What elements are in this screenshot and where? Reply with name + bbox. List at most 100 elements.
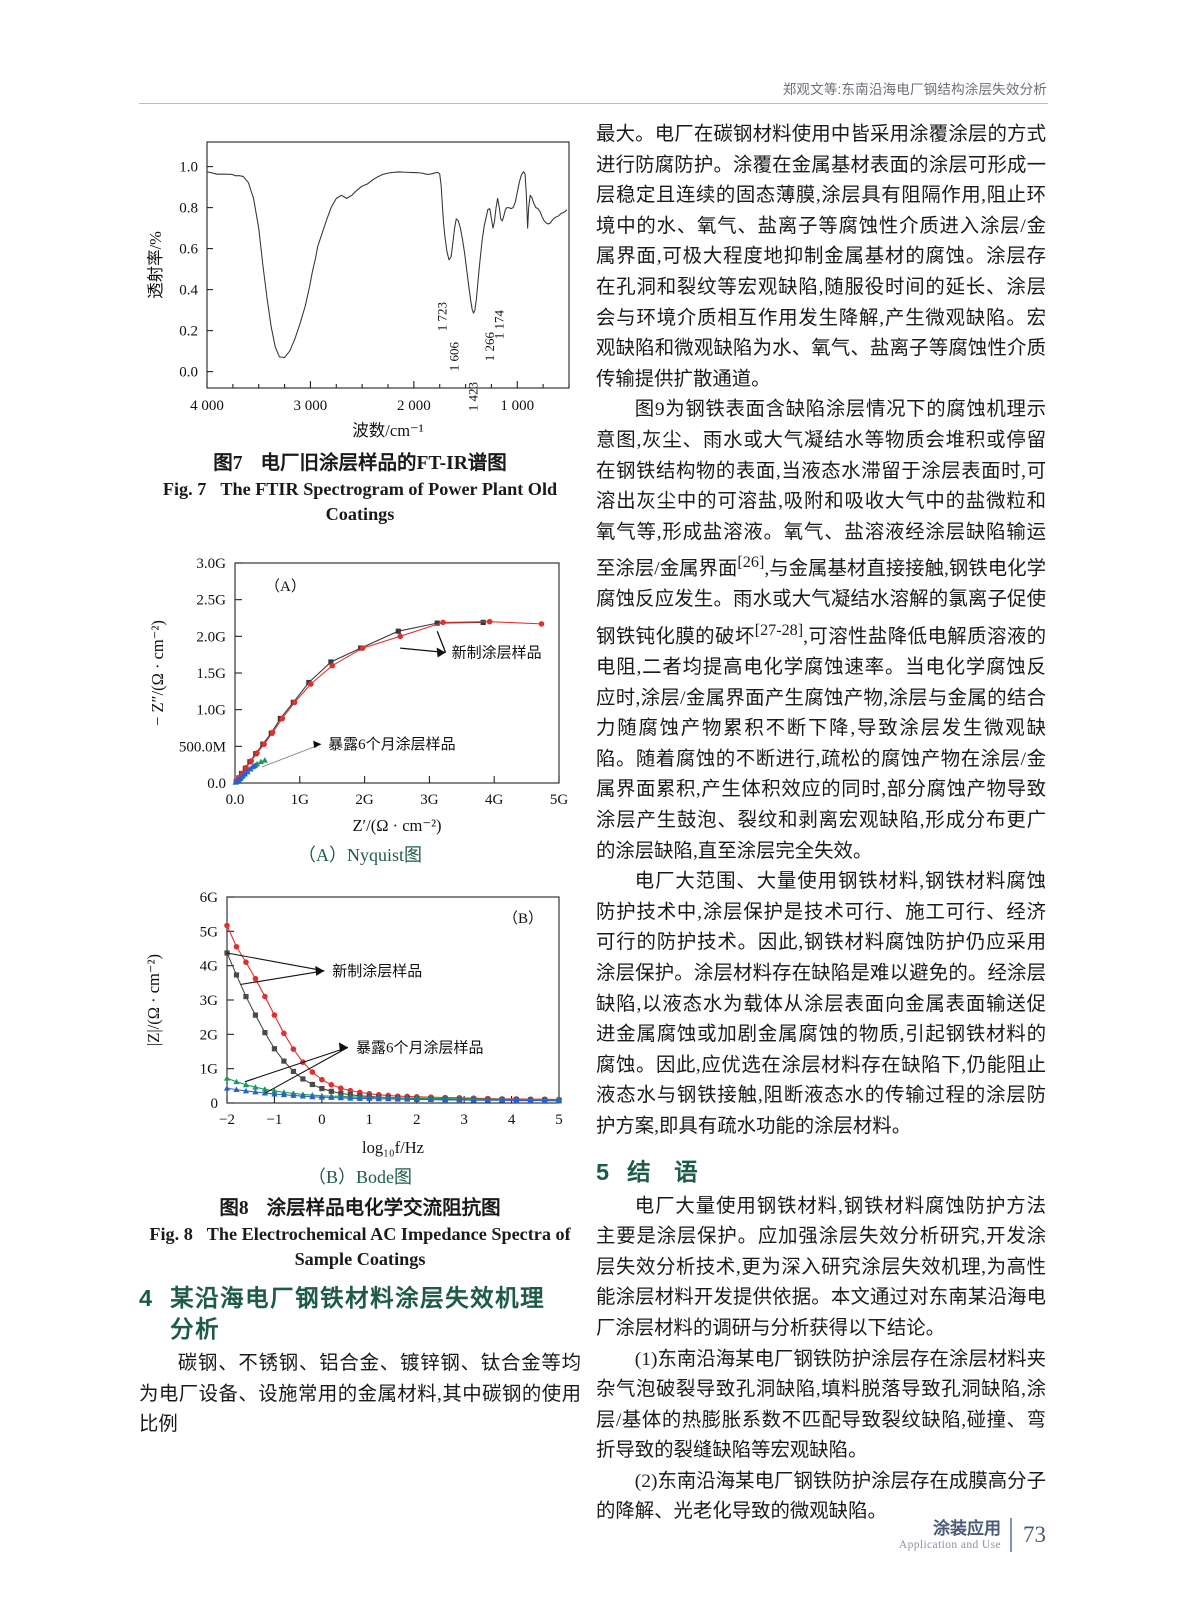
svg-text:透射率/%: 透射率/% [146,231,165,299]
header-rule [139,103,1048,104]
page-number: 73 [1023,1522,1046,1547]
svg-text:3: 3 [460,1112,468,1128]
svg-text:1 606: 1 606 [447,342,462,372]
svg-text:4G: 4G [200,959,219,975]
svg-text:log₁₀f/Hz: log₁₀f/Hz [362,1138,424,1157]
running-head: 郑观文等:东南沿海电厂钢结构涂层失效分析 [782,82,1047,97]
svg-text:1G: 1G [200,1062,219,1078]
svg-text:波数/cm⁻¹: 波数/cm⁻¹ [352,421,423,440]
svg-text:3G: 3G [200,993,219,1009]
fig7-caption-en-text: The FTIR Spectrogram of Power Plant Old [220,479,558,499]
svg-text:0.0: 0.0 [179,365,198,381]
right-paragraph-5: (1)东南沿海某电厂钢铁防护涂层存在涂层材料夹杂气泡破裂导致孔洞缺陷,填料脱落导… [596,1348,1046,1462]
svg-text:500.0M: 500.0M [179,739,226,755]
left-column: 0.0 0.2 0.4 0.6 0.8 1.0 4 000 3 000 2 000 1 000 1 … [139,120,581,1441]
citation-26: [26] [737,554,765,572]
svg-text:5: 5 [555,1112,563,1128]
fig8-caption-en: Fig. 8 The Electrochemical AC Impedance S… [139,1222,581,1247]
svg-text:4G: 4G [485,792,504,808]
svg-text:0: 0 [211,1096,219,1112]
svg-text:4: 4 [508,1112,516,1128]
svg-text:新制涂层样品: 新制涂层样品 [452,644,542,661]
svg-text:0.6: 0.6 [179,242,198,258]
section-5-heading: 5 结 语 [596,1157,1046,1188]
right-paragraph-4: 电厂大量使用钢铁材料,钢铁材料腐蚀防护方法主要是涂层保护。应加强涂层失效分析研究… [596,1195,1046,1339]
bode-chart: 0 1G 2G 3G 4G 5G 6G −2 −1 0 1 2 3 4 5 （B） 新制涂层样品暴露6个月涂层样… [144,890,563,1157]
fig7-caption-en-num: Fig. 7 [162,479,207,499]
svg-text:（B）: （B） [503,910,543,927]
svg-text:0.4: 0.4 [179,283,198,299]
fig7-caption-cn-text: 电厂旧涂层样品的FT-IR谱图 [260,453,507,474]
svg-text:暴露6个月涂层样品: 暴露6个月涂层样品 [356,1039,484,1056]
svg-text:新制涂层样品: 新制涂层样品 [332,963,422,980]
svg-text:0.0: 0.0 [207,776,226,792]
page-footer: 涂装应用 Application and Use 73 [0,1518,1187,1552]
svg-text:2G: 2G [200,1027,219,1043]
para2-part-c: ,可溶性盐降低电解质溶液的电阻,二者均提高电化学腐蚀速率。当电化学腐蚀反应时,涂… [596,626,1047,862]
svg-text:−2: −2 [219,1112,235,1128]
right-paragraph-2: 图9为钢铁表面含缺陷涂层情况下的腐蚀机理示意图,灰尘、雨水或大气凝结水等物质会堆… [596,395,1046,867]
fig8-caption-cn-num: 图8 [219,1198,249,1219]
footer-section-cn: 涂装应用 [933,1519,1001,1538]
para2-part-a: 图9为钢铁表面含缺陷涂层情况下的腐蚀机理示意图,灰尘、雨水或大气凝结水等物质会堆… [596,399,1046,580]
svg-text:1 266: 1 266 [482,332,497,362]
section-5-number: 5 [596,1158,610,1185]
svg-text:2G: 2G [355,792,374,808]
svg-text:Z′/(Ω · cm⁻²): Z′/(Ω · cm⁻²) [352,816,441,835]
svg-text:1: 1 [366,1112,374,1128]
section-4-title-line1: 某沿海电厂钢铁材料涂层失效机理 [170,1285,546,1311]
svg-text:0.2: 0.2 [179,324,198,340]
fig7-caption-cn-num: 图7 [213,453,243,474]
fig8-caption-en-line2: Sample Coatings [294,1249,426,1269]
svg-text:3G: 3G [420,792,439,808]
figure-8a: 0.0 500.0M 1.0G 1.5G 2.0G 2.5G 3.0G 1G 2G 3G 4G 5G 0… [139,549,581,867]
svg-text:− Z″/(Ω · cm⁻²): − Z″/(Ω · cm⁻²) [148,620,167,726]
svg-text:2.0G: 2.0G [196,629,226,645]
svg-text:1.5G: 1.5G [196,666,226,682]
svg-text:（A）: （A） [265,578,306,595]
svg-text:暴露6个月涂层样品: 暴露6个月涂层样品 [328,736,456,753]
svg-text:1 423: 1 423 [466,382,481,411]
right-paragraph-3: 电厂大范围、大量使用钢铁材料,钢铁材料腐蚀防护技术中,涂层保护是技术可行、施工可… [596,871,1046,1137]
figure-8b: 0 1G 2G 3G 4G 5G 6G −2 −1 0 1 2 3 4 5 （B） 新制涂层样品 暴露6个月涂层样… [139,881,581,1272]
footer-section-en: Application and Use [898,1539,1001,1551]
svg-text:0: 0 [318,1112,326,1128]
svg-text:3 000: 3 000 [294,398,328,414]
svg-text:2: 2 [413,1112,421,1128]
svg-text:4 000: 4 000 [190,398,224,414]
fig8-caption-cn: 图8 涂层样品电化学交流阻抗图 [139,1195,581,1222]
section-4-heading: 4 某沿海电厂钢铁材料涂层失效机理 分析 [139,1283,581,1345]
figure-7: 0.0 0.2 0.4 0.6 0.8 1.0 4 000 3 000 2 000 1 000 1 … [139,120,581,527]
svg-text:6G: 6G [200,890,219,906]
svg-text:1.0G: 1.0G [196,703,226,719]
fig8-subcaption-b: （B）Bode图 [307,1167,412,1187]
svg-text:−1: −1 [266,1112,282,1128]
right-paragraph-6: (2)东南沿海某电厂钢铁防护涂层存在成膜高分子的降解、光老化导致的微观缺陷。 [596,1470,1046,1523]
svg-text:0.8: 0.8 [179,201,198,217]
fig8-caption-en-num: Fig. 8 [149,1224,193,1244]
fig7-caption-en: Fig. 7 The FTIR Spectrogram of Power Plan… [139,477,581,502]
svg-text:2.5G: 2.5G [196,593,226,609]
svg-text:1 174: 1 174 [491,310,506,340]
left-paragraph-1: 碳钢、不锈钢、铝合金、镀锌钢、钛合金等均为电厂设备、设施常用的金属材料,其中碳钢… [139,1353,581,1436]
fig7-caption-en-line2: Coatings [325,504,395,524]
svg-text:3.0G: 3.0G [196,556,226,572]
right-column: 最大。电厂在碳钢材料使用中皆采用涂覆涂层的方式进行防腐防护。涂覆在金属基材表面的… [596,120,1046,1528]
fig8-subcaption-a: （A）Nyquist图 [297,845,422,865]
svg-text:1 723: 1 723 [435,302,450,331]
section-5-title: 结 语 [627,1158,698,1185]
fig8-caption-en-text: The Electrochemical AC Impedance Spectra… [206,1224,571,1244]
para2-part-b: ,与金属基材直接接触,钢铁电化学腐蚀反应发生。雨水或大气凝结水溶解的氯离子促使钢… [596,558,1047,648]
svg-text:|Z|/(Ω · cm⁻²): |Z|/(Ω · cm⁻²) [144,954,163,1046]
fig8-caption-cn-text: 涂层样品电化学交流阻抗图 [266,1198,501,1219]
svg-text:0.0: 0.0 [226,792,245,808]
footer-divider [1010,1518,1012,1552]
right-paragraph-continued: 最大。电厂在碳钢材料使用中皆采用涂覆涂层的方式进行防腐防护。涂覆在金属基材表面的… [596,124,1046,390]
svg-text:5G: 5G [550,792,569,808]
svg-text:2 000: 2 000 [397,398,431,414]
section-4-number: 4 [139,1285,153,1311]
section-4-title: 某沿海电厂钢铁材料涂层失效机理 分析 [170,1283,581,1345]
svg-text:1.0: 1.0 [179,160,198,176]
nyquist-chart: 0.0 500.0M 1.0G 1.5G 2.0G 2.5G 3.0G 1G 2G 3G 4G 5G 0… [148,556,569,835]
